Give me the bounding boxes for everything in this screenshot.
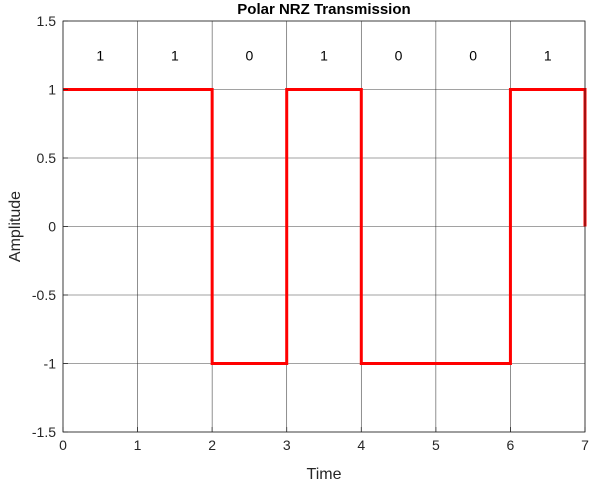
x-tick-label-0: 0 <box>59 437 67 453</box>
x-tick-label-5: 5 <box>432 437 440 453</box>
x-tick-label-3: 3 <box>283 437 291 453</box>
y-tick-label-4: 0.5 <box>37 150 57 166</box>
chart-title: Polar NRZ Transmission <box>237 1 410 18</box>
x-tick-label-1: 1 <box>134 437 142 453</box>
x-tick-label-4: 4 <box>357 437 365 453</box>
y-tick-label-2: -0.5 <box>32 287 56 303</box>
y-tick-label-1: -1 <box>44 356 57 372</box>
y-tick-label-5: 1 <box>48 82 56 98</box>
y-tick-label-3: 0 <box>48 219 56 235</box>
bit-label-0: 1 <box>96 47 104 63</box>
y-axis-title: Amplitude <box>7 191 24 262</box>
grid-lines <box>62 20 586 433</box>
bit-labels: 1 1 0 1 0 0 1 <box>96 47 551 63</box>
bit-label-6: 1 <box>544 47 552 63</box>
x-axis-title: Time <box>307 466 342 483</box>
y-tick-label-6: 1.5 <box>37 13 57 29</box>
x-tick-label-7: 7 <box>581 437 589 453</box>
y-tick-label-0: -1.5 <box>32 424 56 440</box>
bit-label-4: 0 <box>395 47 403 63</box>
x-tick-label-6: 6 <box>507 437 515 453</box>
bit-label-3: 1 <box>320 47 328 63</box>
x-tick-label-2: 2 <box>208 437 216 453</box>
bit-label-2: 0 <box>246 47 254 63</box>
axis-ticks: 0 1 2 3 4 5 6 7 -1.5 -1 -0.5 0 0.5 1 1.5 <box>32 13 589 453</box>
signal-line-0 <box>63 88 587 365</box>
bit-label-5: 0 <box>469 47 477 63</box>
bit-label-1: 1 <box>171 47 179 63</box>
signal-series <box>63 88 587 365</box>
